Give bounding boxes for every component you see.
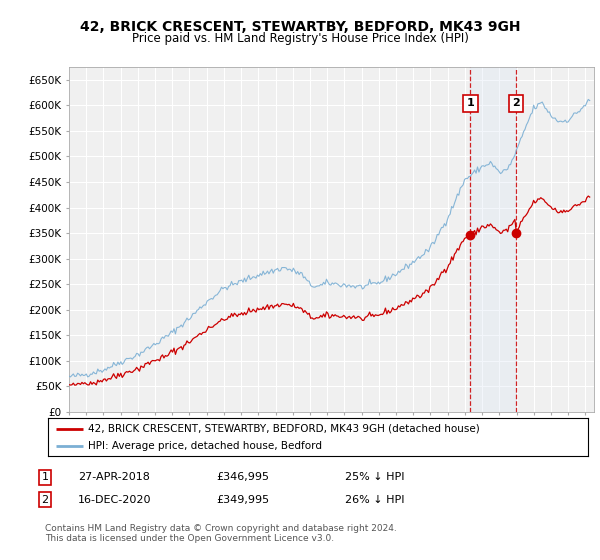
Text: 2: 2 (41, 494, 49, 505)
Text: 42, BRICK CRESCENT, STEWARTBY, BEDFORD, MK43 9GH (detached house): 42, BRICK CRESCENT, STEWARTBY, BEDFORD, … (89, 423, 480, 433)
Text: 2: 2 (512, 99, 520, 109)
Text: £349,995: £349,995 (216, 494, 269, 505)
Text: 1: 1 (467, 99, 474, 109)
Text: 25% ↓ HPI: 25% ↓ HPI (345, 472, 404, 482)
Text: 16-DEC-2020: 16-DEC-2020 (78, 494, 151, 505)
Text: 42, BRICK CRESCENT, STEWARTBY, BEDFORD, MK43 9GH: 42, BRICK CRESCENT, STEWARTBY, BEDFORD, … (80, 20, 520, 34)
Text: 27-APR-2018: 27-APR-2018 (78, 472, 150, 482)
Text: Contains HM Land Registry data © Crown copyright and database right 2024.
This d: Contains HM Land Registry data © Crown c… (45, 524, 397, 543)
Text: £346,995: £346,995 (216, 472, 269, 482)
Text: 1: 1 (41, 472, 49, 482)
Text: Price paid vs. HM Land Registry's House Price Index (HPI): Price paid vs. HM Land Registry's House … (131, 32, 469, 45)
Bar (470, 67, 516, 412)
Text: HPI: Average price, detached house, Bedford: HPI: Average price, detached house, Bedf… (89, 441, 323, 451)
Text: 26% ↓ HPI: 26% ↓ HPI (345, 494, 404, 505)
